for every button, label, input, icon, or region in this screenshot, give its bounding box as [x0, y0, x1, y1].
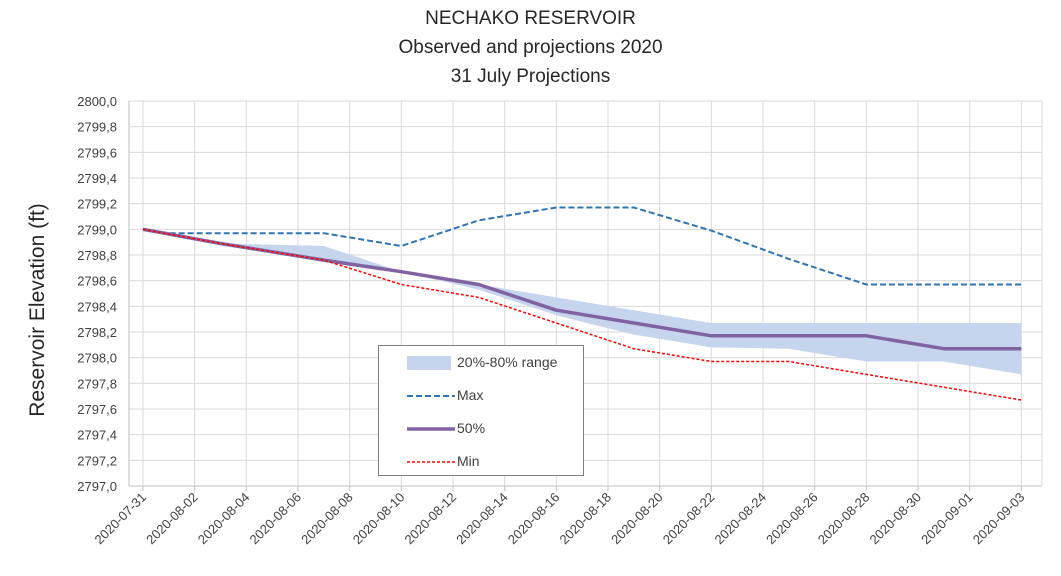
legend-swatch-range [407, 353, 457, 373]
x-tick-label: 2020-08-24 [711, 490, 769, 548]
y-tick-label: 2799,4 [77, 171, 117, 186]
chart-projection-date: 31 July Projections [450, 66, 611, 87]
y-tick-label: 2798,6 [77, 274, 117, 289]
y-tick-label: 2799,0 [77, 222, 117, 237]
y-tick-label: 2798,0 [77, 351, 117, 366]
legend-item-max: Max [379, 386, 585, 406]
x-tick-label: 2020-08-22 [660, 490, 718, 548]
x-tick-label: 2020-08-04 [195, 490, 253, 548]
legend-label-range: 20%-80% range [457, 354, 558, 370]
x-tick-label: 2020-08-20 [608, 490, 666, 548]
x-tick-label: 2020-08-14 [453, 490, 511, 548]
legend: 20%-80% range Max 50% Min [378, 345, 584, 476]
legend-line-median [407, 419, 457, 439]
y-tick-label: 2799,8 [77, 120, 117, 135]
y-tick-label: 2797,6 [77, 402, 117, 417]
x-tick-label: 2020-08-28 [815, 490, 873, 548]
legend-label-min: Min [457, 453, 480, 469]
x-tick-label: 2020-08-06 [246, 490, 304, 548]
y-tick-label: 2800,0 [77, 94, 117, 109]
legend-line-min [407, 452, 457, 472]
series-line-min [142, 228, 1022, 401]
y-tick-label: 2797,2 [77, 453, 117, 468]
legend-item-median: 50% [379, 419, 585, 439]
y-tick-label: 2797,0 [77, 479, 117, 494]
legend-line-max [407, 386, 457, 406]
y-tick-label: 2797,8 [77, 376, 117, 391]
legend-item-range: 20%-80% range [379, 353, 585, 373]
x-tick-label: 2020-08-16 [505, 490, 563, 548]
y-tick-label: 2797,4 [77, 428, 117, 443]
x-tick-label: 2020-08-08 [298, 490, 356, 548]
y-tick-label: 2799,6 [77, 145, 117, 160]
x-tick-label: 2020-09-01 [918, 490, 976, 548]
legend-label-median: 50% [457, 420, 486, 436]
x-tick-label: 2020-07-31 [91, 490, 149, 548]
legend-label-max: Max [457, 387, 484, 403]
y-tick-label: 2799,2 [77, 197, 117, 212]
y-tick-label: 2798,8 [77, 248, 117, 263]
chart-title: NECHAKO RESERVOIR [425, 8, 636, 29]
y-tick-label: 2798,4 [77, 299, 117, 314]
x-tick-label: 2020-08-26 [763, 490, 821, 548]
legend-item-min: Min [379, 452, 585, 472]
series-line-max [142, 206, 1022, 286]
x-tick-label: 2020-08-18 [556, 490, 614, 548]
x-tick-label: 2020-08-30 [866, 490, 924, 548]
x-tick-label: 2020-08-10 [350, 490, 408, 548]
x-tick-label: 2020-09-03 [970, 490, 1028, 548]
x-tick-label: 2020-08-12 [401, 490, 459, 548]
y-tick-label: 2798,2 [77, 325, 117, 340]
x-tick-label: 2020-08-02 [143, 490, 201, 548]
chart-subtitle: Observed and projections 2020 [398, 37, 663, 58]
